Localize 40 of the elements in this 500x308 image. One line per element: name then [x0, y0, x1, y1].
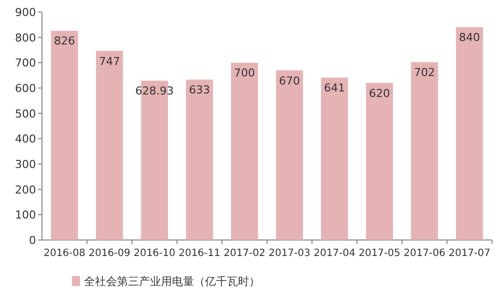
y-tick-label: 400: [15, 132, 36, 146]
data-label: 700: [234, 66, 255, 80]
x-tick-label: 2017-07: [448, 248, 490, 259]
x-tick-label: 2016-09: [88, 248, 130, 259]
bar: [276, 70, 303, 240]
y-tick-label: 100: [15, 208, 36, 222]
bar: [186, 80, 213, 240]
x-tick-label: 2016-11: [178, 248, 220, 259]
data-label: 670: [279, 74, 300, 88]
bar: [456, 27, 483, 240]
data-label: 826: [54, 34, 75, 48]
data-label: 641: [324, 82, 345, 95]
bar: [231, 62, 258, 240]
bar: [321, 78, 348, 240]
bar: [411, 62, 438, 240]
y-tick-label: 300: [15, 158, 36, 171]
data-label: 747: [99, 54, 120, 68]
bar: [366, 82, 393, 240]
y-tick-label: 0: [29, 234, 36, 247]
data-label: 702: [414, 66, 435, 80]
x-tick-label: 2017-04: [314, 248, 356, 259]
data-label: 620: [369, 86, 390, 100]
x-tick-label: 2016-08: [44, 248, 86, 259]
y-tick-label: 600: [15, 82, 36, 95]
y-tick-label: 700: [15, 56, 36, 70]
x-tick-label: 2017-06: [404, 248, 446, 259]
y-tick-label: 200: [15, 183, 36, 196]
data-label: 840: [459, 31, 480, 44]
data-label: 633: [189, 84, 210, 97]
x-tick-label: 2017-05: [358, 248, 400, 259]
x-tick-label: 2017-02: [224, 248, 266, 259]
y-tick-label: 500: [15, 107, 36, 120]
data-label: 628.93: [135, 84, 174, 98]
x-tick-label: 2016-10: [134, 248, 176, 259]
y-tick-label: 800: [15, 31, 36, 44]
y-tick-label: 900: [15, 6, 36, 19]
legend-label: 全社会第三产业用电量（亿千瓦时）: [84, 275, 260, 288]
bar: [96, 50, 123, 240]
bar: [51, 30, 78, 240]
x-tick-label: 2017-03: [268, 248, 310, 259]
